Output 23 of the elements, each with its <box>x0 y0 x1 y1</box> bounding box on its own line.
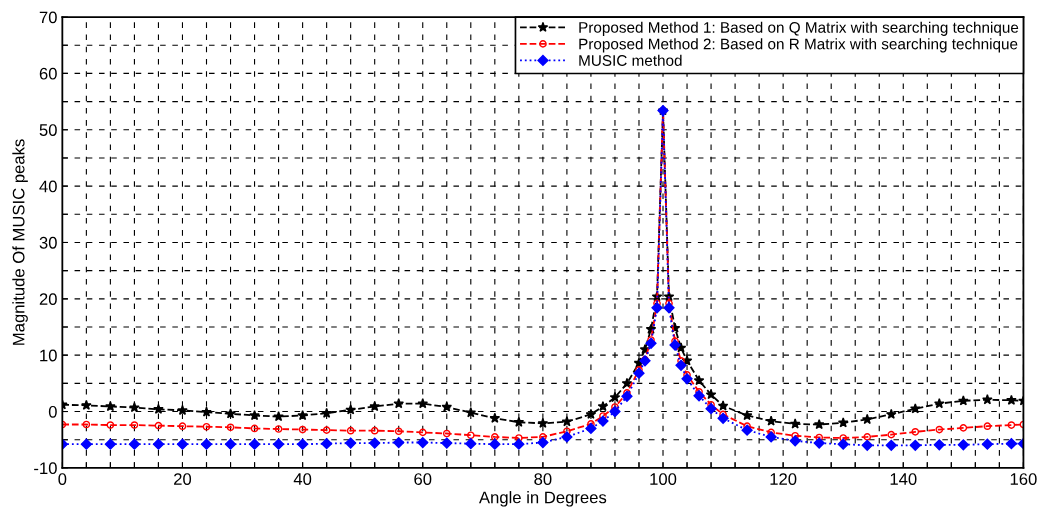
x-tick-label: 100 <box>650 473 677 485</box>
y-tick-label: 0 <box>48 405 57 418</box>
y-tick-label: 60 <box>39 67 57 80</box>
y-tick-label: 70 <box>39 11 57 24</box>
x-tick-label: 40 <box>293 473 312 485</box>
legend-label: MUSIC method <box>579 54 682 66</box>
x-tick-label: 0 <box>58 473 67 485</box>
y-tick-label: -10 <box>34 462 57 475</box>
legend-label: Proposed Method 2: Based on R Matrix with searching technique <box>579 38 1018 53</box>
x-tick-label: 160 <box>1010 473 1037 485</box>
legend-label: Proposed Method 1: Based on Q Matrix with searching technique <box>579 21 1019 36</box>
x-tick-label: 20 <box>174 473 192 485</box>
y-tick-label: 40 <box>39 180 57 193</box>
y-axis-title: Magnitude Of MUSIC peaks <box>12 139 28 345</box>
x-axis-title: Angle in Degrees <box>478 491 607 507</box>
x-tick-label: 60 <box>414 473 432 485</box>
x-tick-label: 80 <box>534 473 552 485</box>
x-tick-label: 120 <box>770 473 797 485</box>
x-tick-label: 140 <box>890 473 917 485</box>
y-tick-label: 30 <box>39 236 57 249</box>
y-tick-label: 10 <box>40 349 57 362</box>
y-tick-label: 20 <box>39 293 57 306</box>
y-tick-label: 50 <box>39 124 57 136</box>
